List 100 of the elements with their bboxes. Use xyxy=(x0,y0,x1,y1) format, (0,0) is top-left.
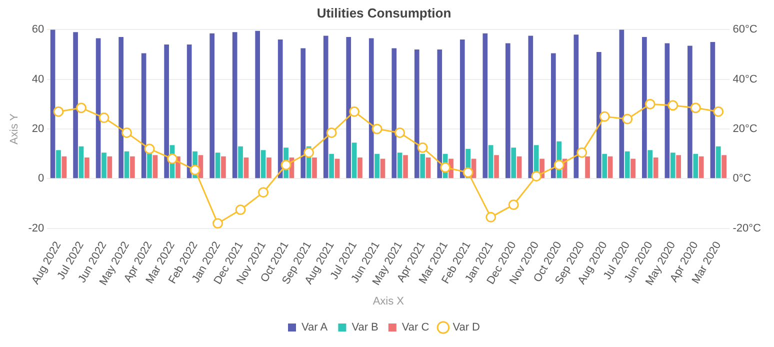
bar xyxy=(619,30,624,178)
bar xyxy=(608,156,613,178)
y-tick-label: 40 xyxy=(32,73,44,86)
bar xyxy=(505,43,510,178)
bar xyxy=(710,42,716,178)
point xyxy=(486,212,496,222)
point xyxy=(372,124,382,134)
y2-tick-label: 0°C xyxy=(732,172,752,185)
point xyxy=(304,147,314,158)
point xyxy=(326,127,337,138)
bar xyxy=(676,155,681,178)
y-axis-title: Axis Y xyxy=(8,112,21,144)
point xyxy=(713,106,724,117)
bar xyxy=(358,158,362,178)
y2-tick-label: -20°C xyxy=(732,222,762,234)
bar xyxy=(147,152,152,178)
point xyxy=(144,144,155,154)
point xyxy=(280,160,292,170)
point xyxy=(622,114,633,124)
bar xyxy=(323,36,328,178)
bar xyxy=(698,156,704,178)
point xyxy=(462,167,474,178)
bar xyxy=(102,152,106,178)
y2-tick-label: 60°C xyxy=(732,24,758,36)
bar xyxy=(722,155,726,178)
bar xyxy=(118,37,124,178)
point xyxy=(98,112,110,124)
point xyxy=(440,162,451,173)
point xyxy=(76,102,86,114)
bar xyxy=(238,146,243,178)
y-tick-label: 20 xyxy=(32,123,44,136)
bar xyxy=(215,152,220,178)
point xyxy=(258,187,269,198)
legend-label: Var C xyxy=(402,322,430,334)
bar xyxy=(420,154,425,178)
bar xyxy=(300,48,306,178)
y-tick-label: 60 xyxy=(32,24,44,36)
y-tick-label: 0 xyxy=(38,172,44,185)
bar xyxy=(403,155,408,178)
bar xyxy=(516,156,522,178)
bar xyxy=(653,158,658,178)
legend-label: Var B xyxy=(352,322,378,334)
bar xyxy=(244,158,249,178)
bar xyxy=(62,156,67,178)
bar xyxy=(596,52,602,178)
bar xyxy=(550,53,556,178)
bar xyxy=(334,158,340,178)
bar xyxy=(266,158,272,178)
point xyxy=(531,170,542,182)
bar xyxy=(648,150,653,178)
bar xyxy=(130,156,135,178)
y-tick-label: -20 xyxy=(28,222,44,234)
bar xyxy=(50,30,56,178)
legend-label: Var D xyxy=(452,322,480,334)
bar xyxy=(152,155,158,178)
bar xyxy=(574,34,579,178)
bar xyxy=(642,37,647,178)
bar xyxy=(585,156,590,178)
bar xyxy=(78,146,84,178)
bar xyxy=(437,49,442,178)
bar xyxy=(255,30,260,178)
bar xyxy=(329,154,334,178)
point xyxy=(53,106,64,117)
bar xyxy=(210,33,214,178)
point xyxy=(212,218,224,228)
bar xyxy=(693,154,698,178)
chart-title: Utilities Consumption xyxy=(316,5,452,20)
bar xyxy=(664,43,670,178)
bar xyxy=(124,151,130,178)
bar xyxy=(716,146,721,178)
bar xyxy=(414,49,420,178)
point xyxy=(394,127,406,138)
bar xyxy=(488,145,494,178)
point xyxy=(690,102,701,114)
point xyxy=(668,100,678,111)
bar xyxy=(397,152,402,178)
bar xyxy=(380,158,386,178)
bar xyxy=(221,156,226,178)
point xyxy=(167,154,178,164)
bar xyxy=(392,48,397,178)
bar xyxy=(96,38,101,178)
point xyxy=(235,204,246,215)
point xyxy=(599,111,610,122)
bar xyxy=(352,142,357,178)
bar xyxy=(460,40,465,178)
y2-tick-label: 40°C xyxy=(732,73,758,86)
bar xyxy=(630,158,636,178)
bar xyxy=(232,32,238,178)
bar xyxy=(107,156,112,178)
bar xyxy=(346,37,352,178)
bar xyxy=(688,46,692,178)
point xyxy=(349,106,360,117)
bar xyxy=(141,53,146,178)
bar xyxy=(624,151,630,178)
bar xyxy=(73,32,78,178)
point xyxy=(644,98,656,110)
x-axis-title: Axis X xyxy=(372,295,405,308)
bar xyxy=(260,150,266,178)
bar xyxy=(186,44,192,178)
y2-tick-label: 20°C xyxy=(732,123,758,136)
